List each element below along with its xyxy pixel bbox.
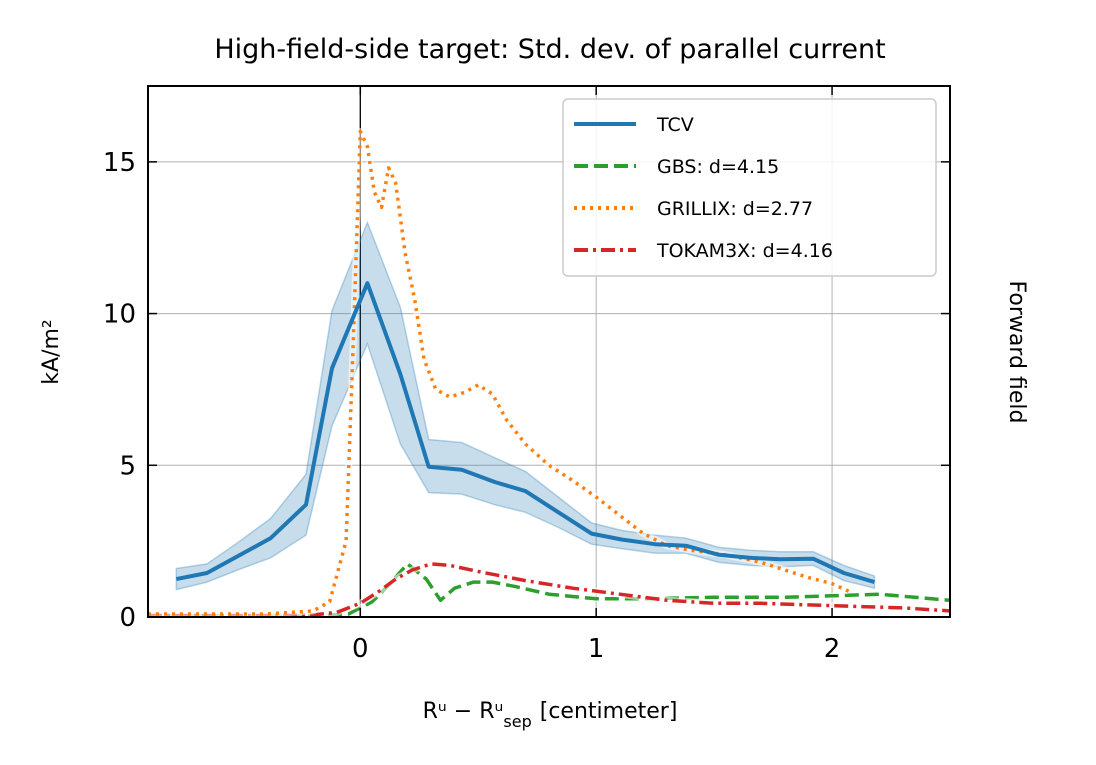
legend-label-3: TOKAM3X: d=4.16 — [656, 240, 833, 262]
x-axis-label-subscript: sep — [503, 712, 531, 731]
y-tick-label-3: 15 — [103, 148, 136, 178]
plot-area — [148, 86, 950, 617]
legend-label-2: GRILLIX: d=2.77 — [657, 198, 813, 220]
legend-label-0: TCV — [656, 114, 694, 136]
tokam3x-series-line — [148, 562, 950, 617]
legend: TCV GBS: d=4.15 GRILLIX: d=2.77 TOKAM3X: d=… — [562, 98, 937, 277]
y-tick-label-2: 10 — [103, 300, 136, 330]
x-axis-label: Rᵘ − Rᵘsep [centimeter] — [423, 699, 678, 731]
chart-title: High-field-side target: Std. dev. of par… — [214, 34, 885, 65]
x-axis-label-unit: [centimeter] — [540, 699, 678, 724]
legend-box — [562, 98, 937, 277]
plot-frame — [147, 85, 951, 618]
y-axis-label: kA/m² — [39, 319, 64, 384]
legend-label-1: GBS: d=4.15 — [657, 156, 779, 178]
side-label: Forward field — [1004, 281, 1029, 424]
x-axis-label-main: Rᵘ − Rᵘ — [423, 699, 504, 724]
gbs-series-line — [148, 562, 950, 617]
x-tick-label-2: 2 — [824, 634, 841, 664]
x-tick-label-1: 1 — [588, 634, 605, 664]
tcv-series-line — [175, 281, 876, 585]
y-tick-label-1: 5 — [119, 451, 136, 481]
tcv-uncertainty-band — [175, 220, 876, 591]
y-tick-label-0: 0 — [119, 603, 136, 633]
axis-ticks: 0 1 2 0 5 10 15 — [103, 86, 950, 664]
x-tick-label-0: 0 — [352, 634, 369, 664]
